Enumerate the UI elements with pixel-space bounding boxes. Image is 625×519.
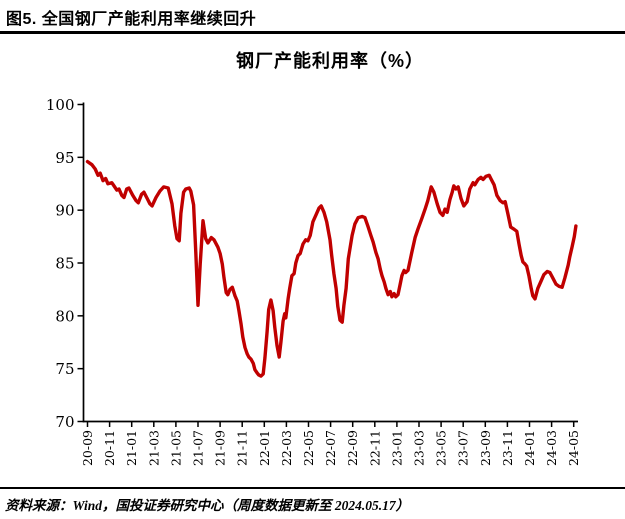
y-tick-label: 80 <box>55 307 74 325</box>
x-tick-label: 23-11 <box>500 430 515 466</box>
line-chart-canvas: 70 75 80 85 90 95 100 20-09 20-11 21-01 21-03 21-05… <box>46 96 581 466</box>
x-tick-label: 21-05 <box>168 430 183 466</box>
x-tick-label: 22-05 <box>301 430 316 466</box>
x-tick-label: 21-01 <box>124 430 139 466</box>
y-tick-label: 100 <box>46 96 75 114</box>
y-tick-label: 70 <box>55 413 74 431</box>
x-tick-label: 23-05 <box>434 430 449 466</box>
x-tick-label: 24-01 <box>522 430 537 466</box>
figure-caption: 图5. 全国钢厂产能利用率继续回升 <box>6 11 257 28</box>
y-tick-label: 85 <box>55 255 74 273</box>
utilization-line <box>85 159 578 378</box>
source-note: 资料来源：Wind，国投证券研究中心（周度数据更新至 2024.05.17） <box>5 498 410 513</box>
x-tick-label: 20-09 <box>80 430 95 466</box>
footer-divider <box>0 487 625 489</box>
x-tick-label: 24-05 <box>566 430 581 466</box>
x-tick-label: 24-03 <box>544 430 559 466</box>
x-tick-label: 22-11 <box>367 430 382 466</box>
y-tick-label: 75 <box>55 360 74 378</box>
header-divider <box>0 31 625 34</box>
y-tick-label: 90 <box>55 202 74 220</box>
x-tick-label: 21-09 <box>213 430 228 466</box>
x-tick-label: 22-03 <box>279 430 294 466</box>
x-tick-label: 21-07 <box>191 430 206 466</box>
x-tick-label: 23-09 <box>478 430 493 466</box>
chart-title: 钢厂产能利用率（%） <box>235 51 424 71</box>
x-tick-label: 21-11 <box>235 430 250 466</box>
x-tick-label: 22-07 <box>323 430 338 466</box>
x-tick-label: 22-09 <box>345 430 360 466</box>
x-tick-label: 21-03 <box>146 430 161 466</box>
x-tick-label: 23-01 <box>389 430 404 466</box>
x-tick-label: 22-01 <box>257 430 272 466</box>
x-tick-label: 20-11 <box>102 430 117 466</box>
x-tick-label: 23-07 <box>456 430 471 466</box>
y-tick-label: 95 <box>55 149 74 167</box>
x-tick-label: 23-03 <box>412 430 427 466</box>
